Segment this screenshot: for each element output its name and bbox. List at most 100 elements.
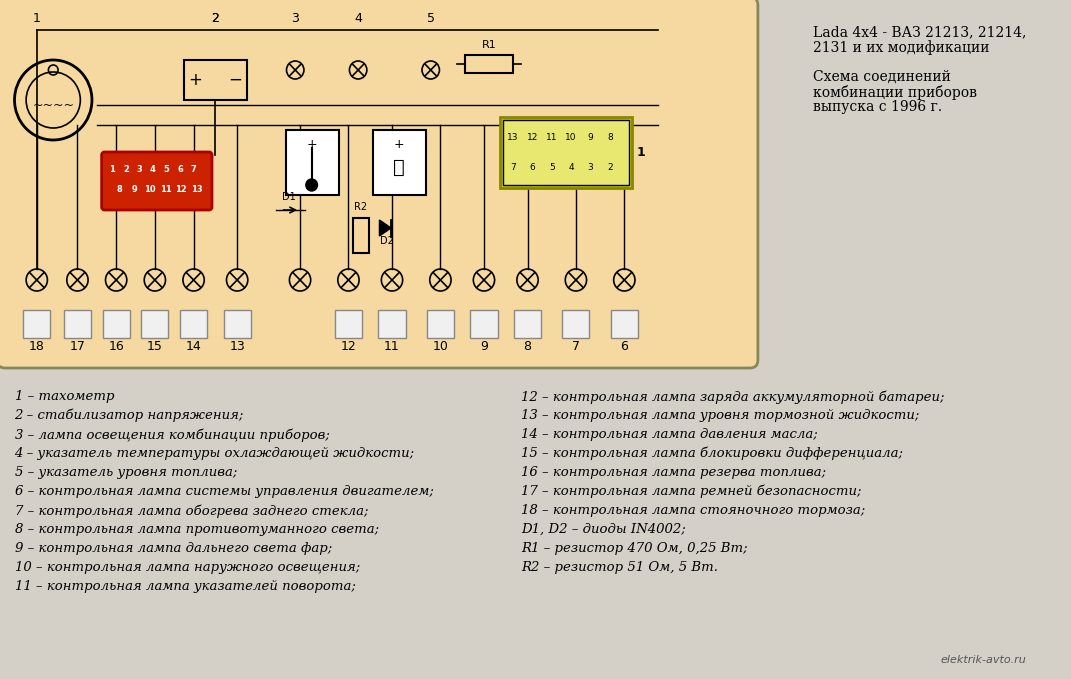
Text: 8: 8 <box>607 134 613 143</box>
Text: +: + <box>306 138 317 151</box>
Text: 9: 9 <box>588 134 593 143</box>
Text: 3 – лампа освещения комбинации приборов;: 3 – лампа освещения комбинации приборов; <box>15 428 330 441</box>
Text: 9: 9 <box>480 340 488 353</box>
Bar <box>224 310 251 338</box>
Bar <box>64 310 91 338</box>
Text: 13: 13 <box>508 134 518 143</box>
Text: 10 – контрольная лампа наружного освещения;: 10 – контрольная лампа наружного освещен… <box>15 561 360 574</box>
Text: 10: 10 <box>565 134 577 143</box>
Text: 12: 12 <box>176 185 186 194</box>
Text: 5: 5 <box>426 12 435 25</box>
Text: выпуска с 1996 г.: выпуска с 1996 г. <box>813 100 942 114</box>
Text: 1 – тахометр: 1 – тахометр <box>15 390 114 403</box>
Bar <box>503 120 629 185</box>
Text: 7: 7 <box>510 164 516 172</box>
Text: 1: 1 <box>33 12 41 25</box>
Text: 11 – контрольная лампа указателей поворота;: 11 – контрольная лампа указателей поворо… <box>15 580 356 593</box>
Bar <box>353 218 368 253</box>
Text: 12: 12 <box>527 134 538 143</box>
Text: 4: 4 <box>569 164 574 172</box>
Text: Lada 4x4 - ВАЗ 21213, 21214,: Lada 4x4 - ВАЗ 21213, 21214, <box>813 25 1026 39</box>
Text: 2: 2 <box>211 12 218 25</box>
Text: R2: R2 <box>355 202 367 212</box>
Text: 8: 8 <box>524 340 531 353</box>
Bar <box>24 310 50 338</box>
Text: 2131 и их модификации: 2131 и их модификации <box>813 40 990 55</box>
Text: 15: 15 <box>147 340 163 353</box>
Bar <box>103 310 130 338</box>
Text: 9: 9 <box>132 185 137 194</box>
Text: комбинации приборов: комбинации приборов <box>813 85 977 100</box>
Text: −: − <box>228 71 242 89</box>
Text: 14 – контрольная лампа давления масла;: 14 – контрольная лампа давления масла; <box>521 428 817 441</box>
Text: 5: 5 <box>164 166 169 175</box>
Text: 2: 2 <box>607 164 613 172</box>
Bar <box>184 60 246 100</box>
Text: 16: 16 <box>108 340 124 353</box>
Text: D1, D2 – диоды IN4002;: D1, D2 – диоды IN4002; <box>521 523 685 536</box>
Text: 13: 13 <box>191 185 202 194</box>
Text: 17 – контрольная лампа ремней безопасности;: 17 – контрольная лампа ремней безопаснос… <box>521 485 861 498</box>
Text: 3: 3 <box>588 164 593 172</box>
Text: Схема соединений: Схема соединений <box>813 70 951 84</box>
Text: D1: D1 <box>282 192 296 202</box>
Text: 3: 3 <box>291 12 299 25</box>
Text: 8 – контрольная лампа противотуманного света;: 8 – контрольная лампа противотуманного с… <box>15 523 379 536</box>
Text: 6 – контрольная лампа системы управления двигателем;: 6 – контрольная лампа системы управления… <box>15 485 434 498</box>
Text: 7: 7 <box>191 166 196 175</box>
Text: 2: 2 <box>123 166 129 175</box>
Text: 13: 13 <box>229 340 245 353</box>
Text: +: + <box>188 71 202 89</box>
Text: 9 – контрольная лампа дальнего света фар;: 9 – контрольная лампа дальнего света фар… <box>15 542 332 555</box>
Text: 6: 6 <box>177 166 183 175</box>
Text: 15 – контрольная лампа блокировки дифференциала;: 15 – контрольная лампа блокировки диффер… <box>521 447 903 460</box>
Text: 1: 1 <box>637 145 646 158</box>
Text: 13 – контрольная лампа уровня тормозной жидкости;: 13 – контрольная лампа уровня тормозной … <box>521 409 919 422</box>
Text: 11: 11 <box>160 185 171 194</box>
Text: 11: 11 <box>546 134 558 143</box>
FancyBboxPatch shape <box>0 0 758 368</box>
Text: 11: 11 <box>384 340 399 353</box>
Text: 6: 6 <box>529 164 536 172</box>
Text: ~~~~: ~~~~ <box>32 98 74 111</box>
Text: 14: 14 <box>185 340 201 353</box>
Bar <box>465 55 513 73</box>
Text: R1 – резистор 470 Ом, 0,25 Вт;: R1 – резистор 470 Ом, 0,25 Вт; <box>521 542 748 555</box>
Text: 5 – указатель уровня топлива;: 5 – указатель уровня топлива; <box>15 466 237 479</box>
Text: 4: 4 <box>150 166 156 175</box>
Bar <box>427 310 454 338</box>
Text: 3: 3 <box>136 166 142 175</box>
Text: 4 – указатель температуры охлаждающей жидкости;: 4 – указатель температуры охлаждающей жи… <box>15 447 414 460</box>
Text: 10: 10 <box>145 185 156 194</box>
Bar <box>610 310 638 338</box>
Text: 12: 12 <box>341 340 357 353</box>
Text: 2: 2 <box>211 12 218 25</box>
Bar <box>378 310 406 338</box>
Polygon shape <box>379 220 391 236</box>
Bar <box>286 130 338 195</box>
Text: 18: 18 <box>29 340 45 353</box>
Bar <box>562 310 589 338</box>
Bar <box>470 310 498 338</box>
Text: 2 – стабилизатор напряжения;: 2 – стабилизатор напряжения; <box>15 409 244 422</box>
Text: 12 – контрольная лампа заряда аккумуляторной батареи;: 12 – контрольная лампа заряда аккумулято… <box>521 390 945 403</box>
Text: 5: 5 <box>548 164 555 172</box>
Text: ⛽: ⛽ <box>393 158 405 177</box>
Text: 8: 8 <box>116 185 122 194</box>
Text: 4: 4 <box>355 12 362 25</box>
Text: 6: 6 <box>620 340 629 353</box>
Text: 1: 1 <box>109 166 116 175</box>
Text: 7: 7 <box>572 340 579 353</box>
Text: R2 – резистор 51 Ом, 5 Вт.: R2 – резистор 51 Ом, 5 Вт. <box>521 561 718 574</box>
Text: D2: D2 <box>380 236 394 246</box>
Text: 18 – контрольная лампа стояночного тормоза;: 18 – контрольная лампа стояночного тормо… <box>521 504 865 517</box>
Text: 10: 10 <box>433 340 449 353</box>
Bar <box>180 310 207 338</box>
Text: elektrik-avto.ru: elektrik-avto.ru <box>940 655 1026 665</box>
Text: 17: 17 <box>70 340 86 353</box>
Text: 7 – контрольная лампа обогрева заднего стекла;: 7 – контрольная лампа обогрева заднего с… <box>15 504 368 517</box>
Circle shape <box>306 179 317 191</box>
Bar <box>141 310 168 338</box>
Text: +: + <box>393 138 404 151</box>
Bar <box>500 117 632 188</box>
